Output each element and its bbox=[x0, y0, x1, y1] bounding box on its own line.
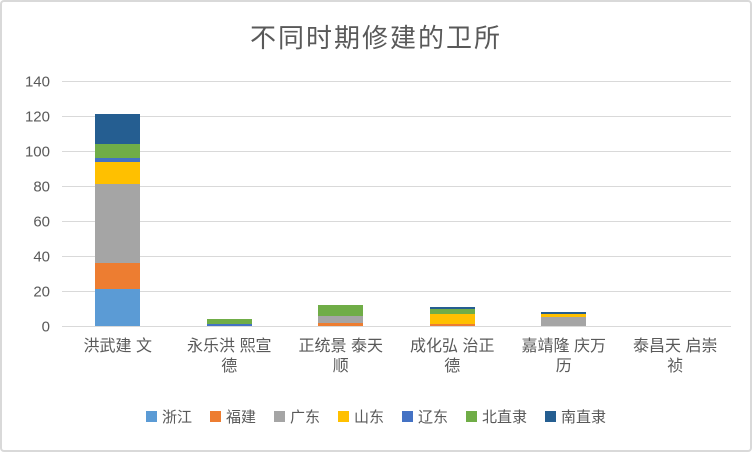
legend-swatch-icon bbox=[337, 411, 349, 422]
legend-swatch-icon bbox=[145, 411, 157, 422]
bar-column bbox=[318, 305, 364, 326]
legend: 浙江 福建 广东 山东 辽东 北直隶 南直隶 bbox=[2, 406, 750, 427]
bar-segment bbox=[95, 144, 141, 158]
x-axis-category-label: 正统景 泰天顺 bbox=[285, 337, 397, 377]
legend-label: 福建 bbox=[225, 409, 256, 426]
x-axis-label-line: 成化弘 治正 bbox=[410, 338, 495, 355]
x-axis-label-line: 顺 bbox=[332, 358, 349, 375]
plot-area bbox=[62, 81, 731, 327]
legend-swatch-icon bbox=[545, 411, 557, 422]
bar-segment bbox=[95, 114, 141, 144]
x-axis-label-line: 德 bbox=[444, 358, 461, 375]
x-axis-label-line: 祯 bbox=[667, 358, 684, 375]
y-axis-tick-label: 40 bbox=[33, 248, 50, 266]
y-axis-tick-label: 60 bbox=[33, 213, 50, 231]
x-axis-label-line: 正统景 泰天 bbox=[298, 338, 383, 355]
bar-segment bbox=[206, 319, 252, 325]
x-axis-label-line: 洪武建 文 bbox=[83, 338, 152, 355]
y-axis-tick-label: 0 bbox=[41, 318, 50, 336]
x-axis-label-line: 泰昌天 启崇 bbox=[633, 338, 718, 355]
bar-segment bbox=[541, 317, 587, 326]
legend-swatch-icon bbox=[209, 411, 221, 422]
x-axis-category-label: 泰昌天 启崇祯 bbox=[620, 337, 732, 377]
bar-segment bbox=[318, 315, 364, 323]
bar-segment bbox=[429, 324, 475, 326]
bar-segment bbox=[206, 324, 252, 326]
bar-segment bbox=[95, 184, 141, 263]
gridline bbox=[62, 186, 731, 187]
y-axis-tick-label: 80 bbox=[33, 178, 50, 196]
y-axis-tick-label: 20 bbox=[33, 283, 50, 301]
legend-item: 广东 bbox=[273, 406, 320, 427]
legend-item: 福建 bbox=[209, 406, 256, 427]
legend-item: 北直隶 bbox=[466, 406, 527, 427]
bar-segment bbox=[318, 322, 364, 326]
gridline bbox=[62, 81, 731, 82]
legend-swatch-icon bbox=[273, 411, 285, 422]
x-axis: 洪武建 文永乐洪 熙宣德正统景 泰天顺成化弘 治正德嘉靖隆 庆万历泰昌天 启崇祯 bbox=[62, 337, 731, 377]
legend-item: 南直隶 bbox=[545, 406, 606, 427]
legend-label: 广东 bbox=[289, 409, 320, 426]
legend-swatch-icon bbox=[402, 411, 413, 422]
x-axis-label-line: 永乐洪 熙宣 bbox=[187, 338, 272, 355]
legend-label: 浙江 bbox=[161, 409, 192, 426]
bar-column bbox=[429, 306, 475, 326]
gridline bbox=[62, 326, 731, 327]
y-axis-tick-label: 100 bbox=[24, 143, 50, 161]
gridline bbox=[62, 151, 731, 152]
gridline bbox=[62, 291, 731, 292]
legend-label: 北直隶 bbox=[482, 409, 528, 426]
gridline bbox=[62, 221, 731, 222]
bar-segment bbox=[429, 313, 475, 325]
bar-segment bbox=[95, 158, 141, 162]
bar-column bbox=[206, 319, 252, 326]
x-axis-label-line: 德 bbox=[221, 358, 238, 375]
legend-label: 山东 bbox=[353, 409, 384, 426]
legend-label: 南直隶 bbox=[561, 409, 607, 426]
bar-segment bbox=[541, 312, 587, 314]
legend-item: 浙江 bbox=[145, 406, 192, 427]
bar-column bbox=[541, 312, 587, 326]
x-axis-category-label: 嘉靖隆 庆万历 bbox=[508, 337, 620, 377]
bar-segment bbox=[429, 308, 475, 314]
x-axis-label-line: 嘉靖隆 庆万 bbox=[521, 338, 606, 355]
gridline bbox=[62, 256, 731, 257]
bar-segment bbox=[95, 161, 141, 185]
bar-column bbox=[95, 114, 141, 326]
bar-segment bbox=[95, 263, 141, 290]
x-axis-category-label: 洪武建 文 bbox=[62, 337, 174, 377]
x-axis-category-label: 成化弘 治正德 bbox=[397, 337, 509, 377]
x-axis-category-label: 永乐洪 熙宣德 bbox=[174, 337, 286, 377]
legend-swatch-icon bbox=[466, 411, 478, 422]
y-axis-tick-label: 140 bbox=[24, 73, 50, 91]
chart-title: 不同时期修建的卫所 bbox=[249, 23, 502, 53]
y-axis: 0 20 40 60 80 100 120 140 bbox=[2, 74, 50, 336]
y-axis-tick-label: 120 bbox=[24, 108, 50, 126]
bar-segment bbox=[95, 289, 141, 326]
bar-segment bbox=[541, 313, 587, 318]
legend-item: 辽东 bbox=[402, 406, 448, 427]
legend-item: 山东 bbox=[337, 406, 384, 427]
bar-segment bbox=[318, 305, 364, 316]
legend-label: 辽东 bbox=[418, 409, 449, 426]
x-axis-label-line: 历 bbox=[555, 358, 572, 375]
bar-segment bbox=[429, 306, 475, 309]
gridline bbox=[62, 116, 731, 117]
